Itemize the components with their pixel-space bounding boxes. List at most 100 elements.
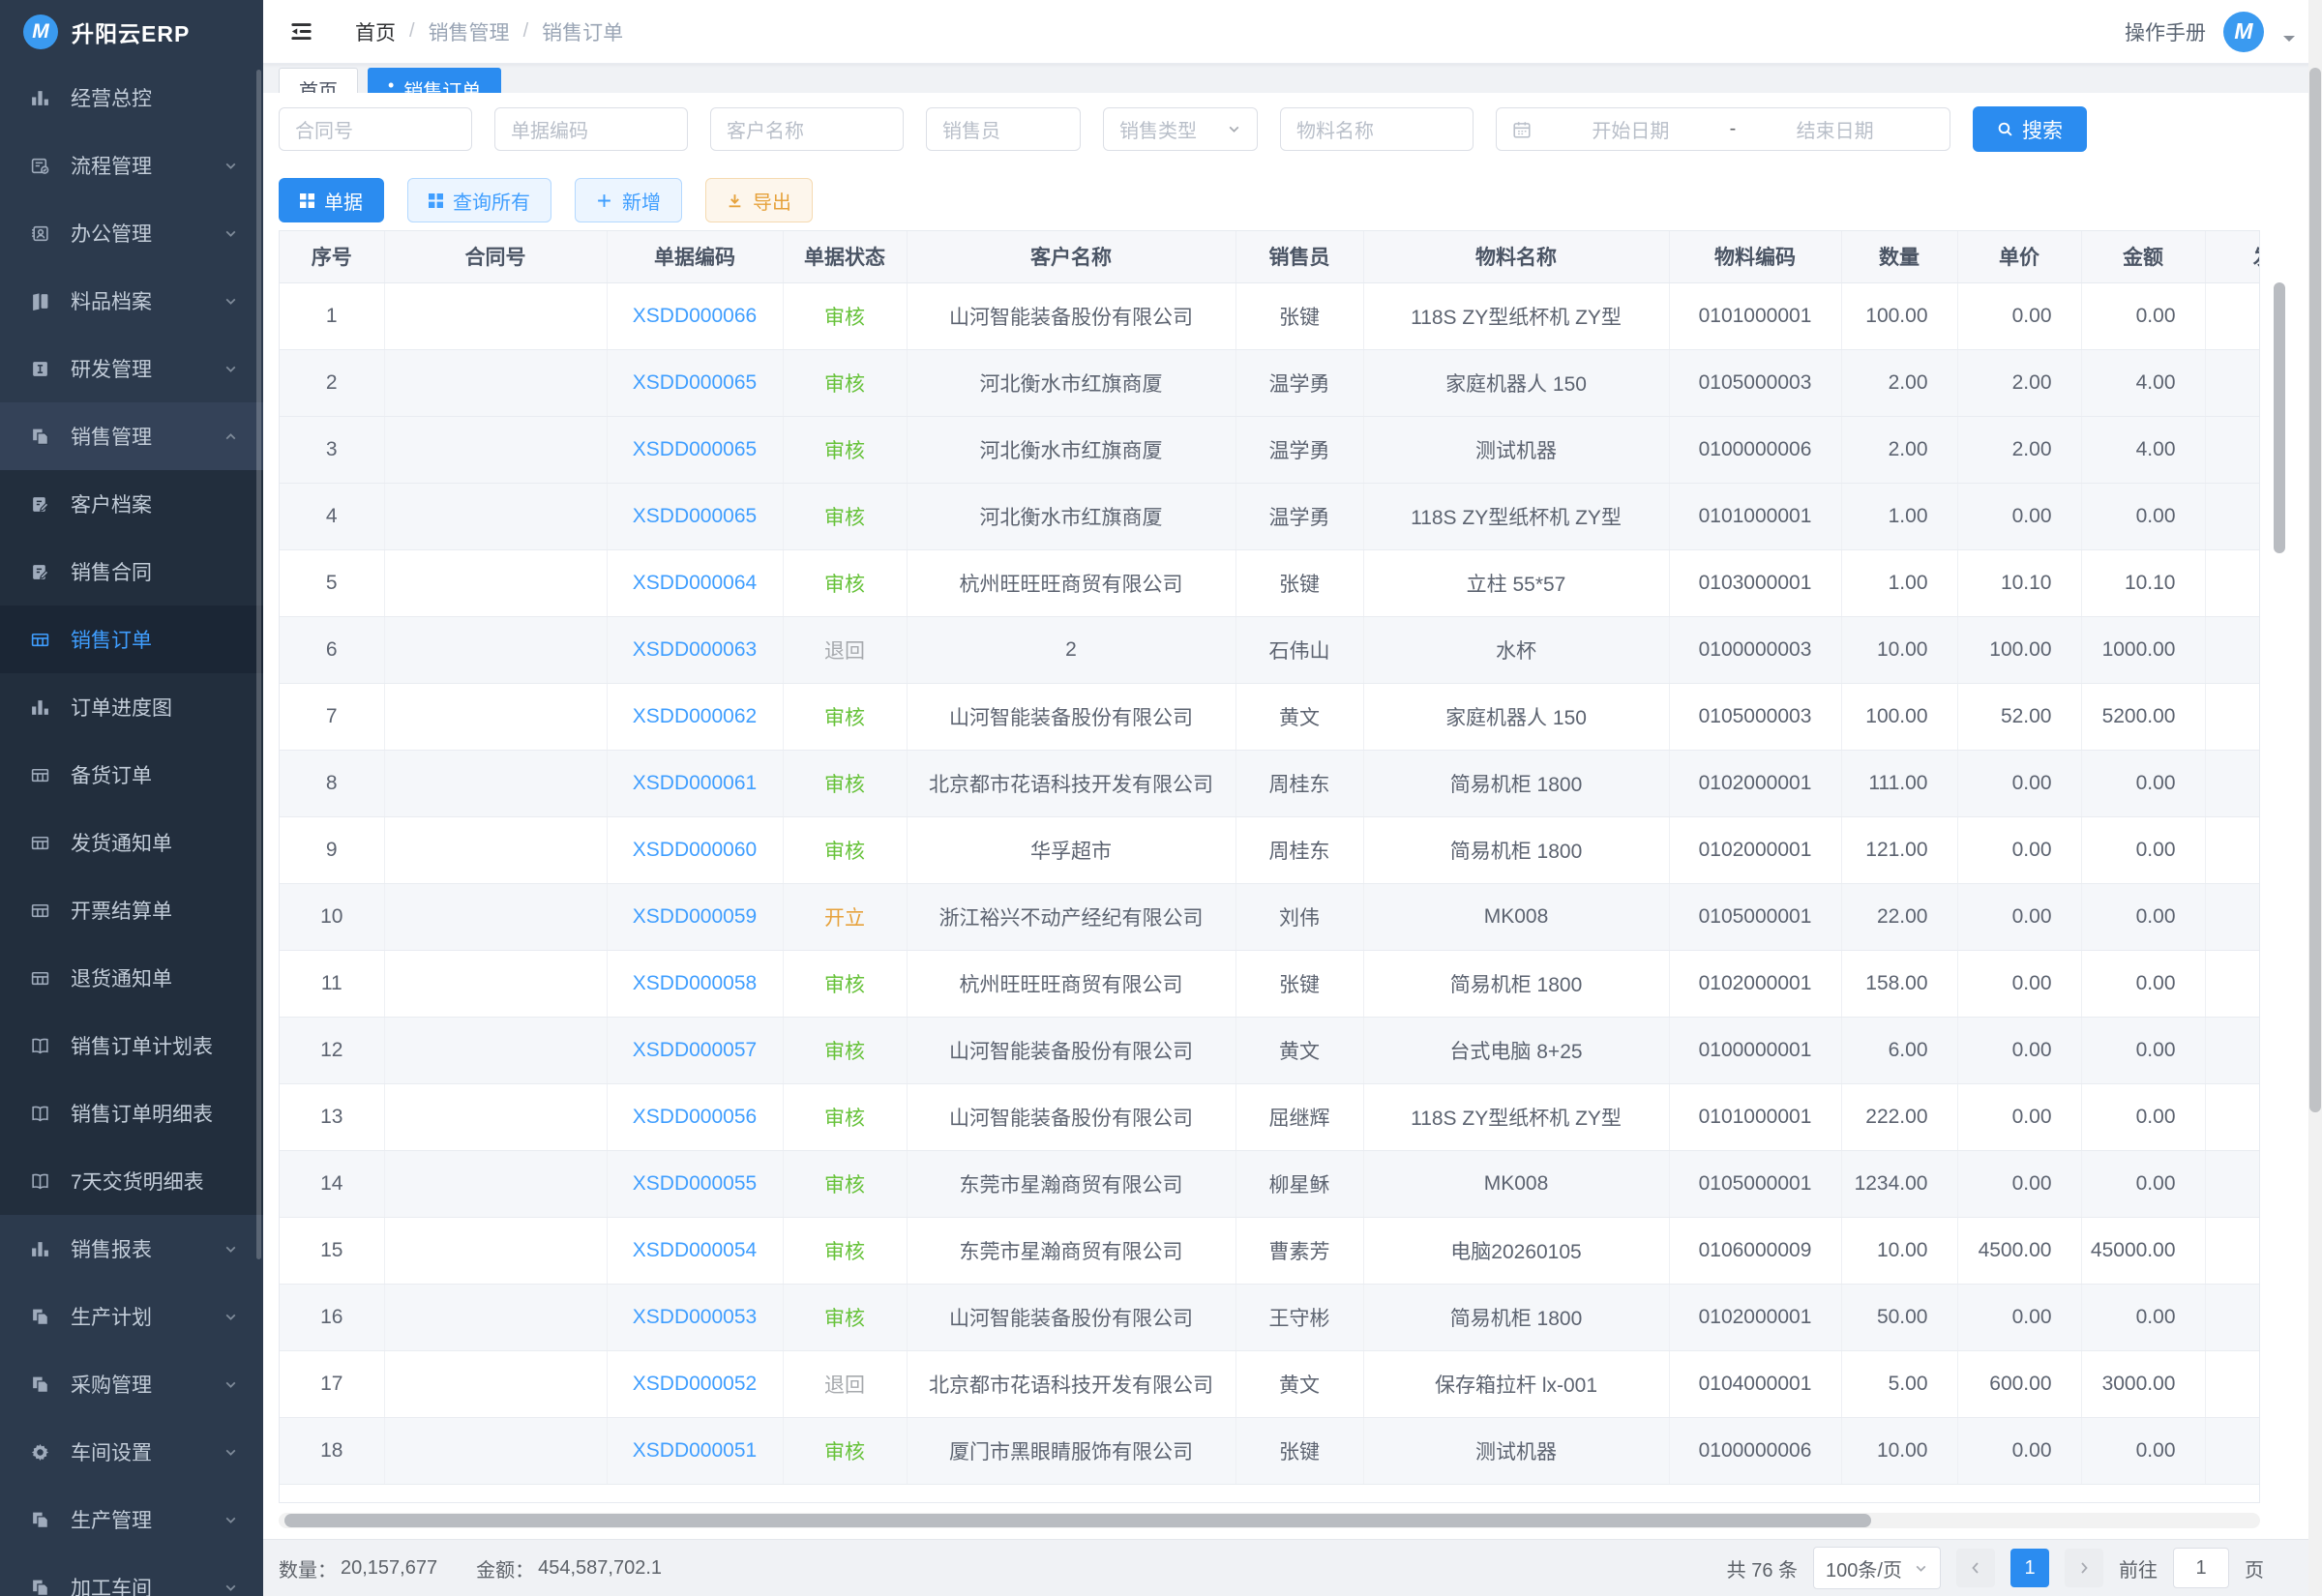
add-button[interactable]: 新增 — [575, 178, 682, 222]
cell-mcode: 0102000001 — [1669, 750, 1842, 817]
doc-code-link[interactable]: XSDD000063 — [632, 637, 758, 661]
prev-page-button[interactable] — [1956, 1549, 1995, 1587]
doc-code-link[interactable]: XSDD000051 — [632, 1438, 758, 1462]
doc-code-input[interactable]: 单据编码 — [494, 107, 688, 151]
sidebar-item-10[interactable]: 备货订单 — [0, 741, 263, 809]
breadcrumb-home[interactable]: 首页 — [355, 21, 396, 44]
table-row[interactable]: 6 XSDD000063 退回 2 石伟山 水杯 0100000003 10.00 100.00… — [280, 616, 2259, 684]
breadcrumb-level1[interactable]: 销售管理 — [428, 21, 510, 44]
table-row[interactable]: 16 XSDD000053 审核 山河智能装备股份有限公司 王守彬 简易机柜 1800 01… — [280, 1284, 2259, 1351]
table-row[interactable]: 7 XSDD000062 审核 山河智能装备股份有限公司 黄文 家庭机器人 150 0105… — [280, 683, 2259, 751]
horizontal-scrollbar-thumb[interactable] — [284, 1514, 1871, 1527]
status-badge: 退回 — [824, 639, 865, 663]
sales-type-select[interactable]: 销售类型 — [1103, 107, 1258, 151]
next-page-button[interactable] — [2065, 1549, 2103, 1587]
contract-no-input[interactable]: 合同号 — [279, 107, 472, 151]
tab-sales-order[interactable]: • 销售订单 — [368, 68, 502, 93]
doc-code-link[interactable]: XSDD000052 — [632, 1372, 758, 1395]
date-range-picker[interactable]: 开始日期 - 结束日期 — [1496, 107, 1950, 151]
salesperson-input[interactable]: 销售员 — [926, 107, 1081, 151]
table-row[interactable]: 10 XSDD000059 开立 浙江裕兴不动产经纪有限公司 刘伟 MK008 010500… — [280, 883, 2259, 951]
sidebar-item-21[interactable]: 生产管理 — [0, 1486, 263, 1553]
date-start-input[interactable]: 开始日期 — [1592, 121, 1670, 142]
table-row[interactable]: 2 XSDD000065 审核 河北衡水市红旗商厦 温学勇 家庭机器人 150 010500… — [280, 349, 2259, 417]
doc-code-link[interactable]: XSDD000055 — [632, 1171, 758, 1195]
sidebar-item-5[interactable]: 销售管理 — [0, 402, 263, 470]
sidebar-item-14[interactable]: 销售订单计划表 — [0, 1012, 263, 1079]
table-row[interactable]: 17 XSDD000052 退回 北京都市花语科技开发有限公司 黄文 保存箱拉杆 lx-0… — [280, 1350, 2259, 1418]
table-row[interactable]: 14 XSDD000055 审核 东莞市星瀚商贸有限公司 柳星稣 MK008 0105000… — [280, 1150, 2259, 1218]
table-row[interactable]: 4 XSDD000065 审核 河北衡水市红旗商厦 温学勇 118S ZY型纸杯机 ZY型… — [280, 483, 2259, 550]
doc-code-link[interactable]: XSDD000065 — [632, 370, 758, 394]
doc-code-link[interactable]: XSDD000061 — [632, 771, 758, 794]
sidebar-item-2[interactable]: 办公管理 — [0, 199, 263, 267]
sidebar-item-15[interactable]: 销售订单明细表 — [0, 1079, 263, 1147]
table-row[interactable]: 18 XSDD000051 审核 厦门市黑眼睛服饰有限公司 张键 测试机器 01000000… — [280, 1417, 2259, 1485]
chevron-down-icon[interactable] — [2281, 33, 2297, 44]
table-row[interactable]: 12 XSDD000057 审核 山河智能装备股份有限公司 黄文 台式电脑 8+25 010… — [280, 1017, 2259, 1084]
doc-view-button[interactable]: 单据 — [279, 178, 384, 222]
sidebar-item-1[interactable]: 流程管理 — [0, 132, 263, 199]
table-vertical-scrollbar-thumb[interactable] — [2274, 282, 2285, 553]
sidebar-item-4[interactable]: 研发管理 — [0, 335, 263, 402]
collapse-menu-icon[interactable] — [288, 18, 314, 44]
cell-ship — [2205, 1417, 2259, 1485]
cell-material: 台式电脑 8+25 — [1363, 1017, 1670, 1084]
table-row[interactable]: 13 XSDD000056 审核 山河智能装备股份有限公司 屈继辉 118S ZY型纸杯机… — [280, 1083, 2259, 1151]
cell-status: 审核 — [783, 1083, 908, 1151]
manual-link[interactable]: 操作手册 — [2125, 21, 2206, 44]
doc-code-link[interactable]: XSDD000060 — [632, 838, 758, 861]
sidebar-item-7[interactable]: 销售合同 — [0, 538, 263, 606]
query-all-button[interactable]: 查询所有 — [407, 178, 551, 222]
sidebar-item-8[interactable]: 销售订单 — [0, 606, 263, 673]
cell-amount: 0.00 — [2081, 282, 2206, 350]
cell-material: 简易机柜 1800 — [1363, 1284, 1670, 1351]
doc-code-link[interactable]: XSDD000059 — [632, 904, 758, 928]
avatar[interactable]: M — [2223, 11, 2264, 52]
tab-home[interactable]: 首页 — [279, 68, 358, 93]
doc-code-link[interactable]: XSDD000057 — [632, 1038, 758, 1061]
sidebar-item-9[interactable]: 订单进度图 — [0, 673, 263, 741]
doc-code-link[interactable]: XSDD000062 — [632, 704, 758, 727]
window-scrollbar-thumb[interactable] — [2309, 68, 2321, 1112]
sidebar-scrollbar[interactable] — [256, 70, 261, 1259]
table-row[interactable]: 3 XSDD000065 审核 河北衡水市红旗商厦 温学勇 测试机器 0100000006 2… — [280, 416, 2259, 484]
doc-code-link[interactable]: XSDD000064 — [632, 571, 758, 594]
sidebar-item-13[interactable]: 退货通知单 — [0, 944, 263, 1012]
doc-code-link[interactable]: XSDD000056 — [632, 1105, 758, 1128]
sidebar-item-6[interactable]: 客户档案 — [0, 470, 263, 538]
table-row[interactable]: 9 XSDD000060 审核 华孚超市 周桂东 简易机柜 1800 0102000001 1… — [280, 816, 2259, 884]
sidebar-item-label: 研发管理 — [71, 359, 152, 381]
goto-page-input[interactable]: 1 — [2173, 1548, 2229, 1588]
sidebar-item-20[interactable]: 车间设置 — [0, 1418, 263, 1486]
customer-name-input[interactable]: 客户名称 — [710, 107, 904, 151]
table-row[interactable]: 15 XSDD000054 审核 东莞市星瀚商贸有限公司 曹素芳 电脑20260105 01… — [280, 1217, 2259, 1285]
sidebar-item-17[interactable]: 销售报表 — [0, 1215, 263, 1283]
doc-code-link[interactable]: XSDD000065 — [632, 437, 758, 460]
doc-code-link[interactable]: XSDD000066 — [632, 304, 758, 327]
export-button[interactable]: 导出 — [705, 178, 813, 222]
current-page-button[interactable]: 1 — [2010, 1549, 2049, 1587]
window-scrollbar[interactable] — [2308, 0, 2322, 1596]
doc-code-link[interactable]: XSDD000054 — [632, 1238, 758, 1261]
sidebar-item-16[interactable]: 7天交货明细表 — [0, 1147, 263, 1215]
doc-code-link[interactable]: XSDD000053 — [632, 1305, 758, 1328]
table-row[interactable]: 11 XSDD000058 审核 杭州旺旺旺商贸有限公司 张键 简易机柜 1800 0102… — [280, 950, 2259, 1018]
table-row[interactable]: 8 XSDD000061 审核 北京都市花语科技开发有限公司 周桂东 简易机柜 1800 0… — [280, 750, 2259, 817]
date-end-input[interactable]: 结束日期 — [1796, 121, 1874, 142]
sidebar-item-0[interactable]: 经营总控 — [0, 64, 263, 132]
sidebar-item-22[interactable]: 加工车间 — [0, 1553, 263, 1596]
sidebar-item-19[interactable]: 采购管理 — [0, 1350, 263, 1418]
table-row[interactable]: 1 XSDD000066 审核 山河智能装备股份有限公司 张键 118S ZY型纸杯机 Z… — [280, 282, 2259, 350]
table-row[interactable]: 5 XSDD000064 审核 杭州旺旺旺商贸有限公司 张键 立柱 55*57 010300… — [280, 549, 2259, 617]
page-size-select[interactable]: 100条/页 — [1813, 1547, 1941, 1589]
sidebar-item-11[interactable]: 发货通知单 — [0, 809, 263, 876]
horizontal-scrollbar[interactable] — [279, 1513, 2260, 1528]
sidebar-item-12[interactable]: 开票结算单 — [0, 876, 263, 944]
sidebar-item-18[interactable]: 生产计划 — [0, 1283, 263, 1350]
doc-code-link[interactable]: XSDD000065 — [632, 504, 758, 527]
doc-code-link[interactable]: XSDD000058 — [632, 971, 758, 994]
material-name-input[interactable]: 物料名称 — [1280, 107, 1474, 151]
search-button[interactable]: 搜索 — [1973, 106, 2087, 152]
sidebar-item-3[interactable]: 料品档案 — [0, 267, 263, 335]
